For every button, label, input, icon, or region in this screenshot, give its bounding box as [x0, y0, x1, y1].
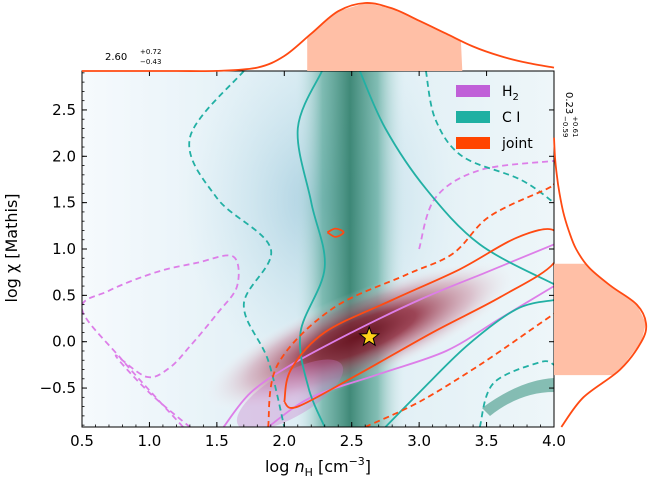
y-tick-label: 0.0 — [52, 333, 76, 351]
h2-contour-inner — [222, 243, 554, 427]
x-marginal-credible-region — [307, 3, 463, 71]
x-marginal-curve — [82, 2, 555, 73]
contour-lines — [82, 71, 554, 427]
legend-label: C I — [502, 110, 520, 126]
best-fit-marker — [358, 325, 381, 347]
y-tick-label: 1.0 — [52, 240, 76, 258]
x-tick-label: 4.0 — [542, 432, 566, 450]
y-marginal-err-hi: +0.61 — [571, 116, 579, 137]
legend-swatch — [456, 85, 490, 97]
y-marginal-panel — [553, 137, 648, 428]
main-plot: 0.5 1.0 1.5 2.0 2.5 3.0 3.5 4.0 −0.5 0.0 0.5 1.0 1.… — [40, 70, 566, 450]
x-ticks: 0.5 1.0 1.5 2.0 2.5 3.0 3.5 4.0 — [70, 71, 566, 450]
ci-contour-inner-left — [296, 71, 326, 427]
legend-label: H2 — [502, 84, 519, 103]
y-tick-label: 1.5 — [52, 194, 76, 212]
h2-density-tail — [236, 359, 344, 427]
y-marginal-err-lo: −0.59 — [561, 116, 569, 137]
legend: H2 C I joint — [456, 84, 533, 152]
best-fit-star — [358, 325, 381, 347]
h2-contour-outer-top — [418, 160, 554, 250]
ci-contour-inner-bottom — [384, 299, 554, 427]
y-axis-label: log χ [Mathis] — [2, 193, 21, 302]
y-tick-label: 2.5 — [52, 101, 76, 119]
y-tick-label: 2.0 — [52, 147, 76, 165]
x-marginal-err-hi: +0.72 — [140, 48, 161, 56]
x-tick-label: 2.5 — [340, 432, 364, 450]
x-marginal-err-lo: −0.43 — [140, 58, 161, 66]
h2-contour-outer — [82, 254, 240, 427]
x-tick-label: 0.5 — [70, 432, 94, 450]
joint-density-blob — [201, 260, 519, 412]
x-tick-label: 2.0 — [272, 432, 296, 450]
legend-swatch — [456, 137, 490, 149]
y-ticks: −0.5 0.0 0.5 1.0 1.5 2.0 2.5 — [40, 72, 554, 426]
ci-contour-outer-corner — [478, 360, 554, 427]
ci-contour-outer-left — [188, 71, 286, 427]
joint-contour-inner — [283, 228, 554, 409]
x-tick-label: 1.0 — [137, 432, 161, 450]
y-marginal-credible-region — [554, 263, 646, 376]
y-marginal-annotation: 0.23 — [563, 92, 574, 114]
x-tick-label: 3.5 — [475, 432, 499, 450]
ci-contour-outer-right — [425, 71, 554, 204]
ci-density-corner — [482, 378, 554, 416]
y-tick-label: −0.5 — [40, 379, 76, 397]
y-marginal-curve — [553, 137, 648, 428]
joint-contour-outer — [267, 183, 554, 427]
joint-contour-island — [326, 227, 345, 238]
x-tick-label: 1.5 — [205, 432, 229, 450]
legend-label: joint — [501, 136, 533, 152]
ci-contour-inner-right — [358, 71, 554, 285]
x-axis-label: log nH [cm−3] — [265, 455, 371, 479]
legend-swatch — [456, 111, 490, 123]
x-tick-label: 3.0 — [407, 432, 431, 450]
y-tick-label: 0.5 — [52, 286, 76, 304]
x-marginal-annotation: 2.60 — [105, 52, 127, 63]
joint-contour-outer-lower — [364, 313, 554, 427]
x-marginal-panel — [82, 2, 555, 73]
